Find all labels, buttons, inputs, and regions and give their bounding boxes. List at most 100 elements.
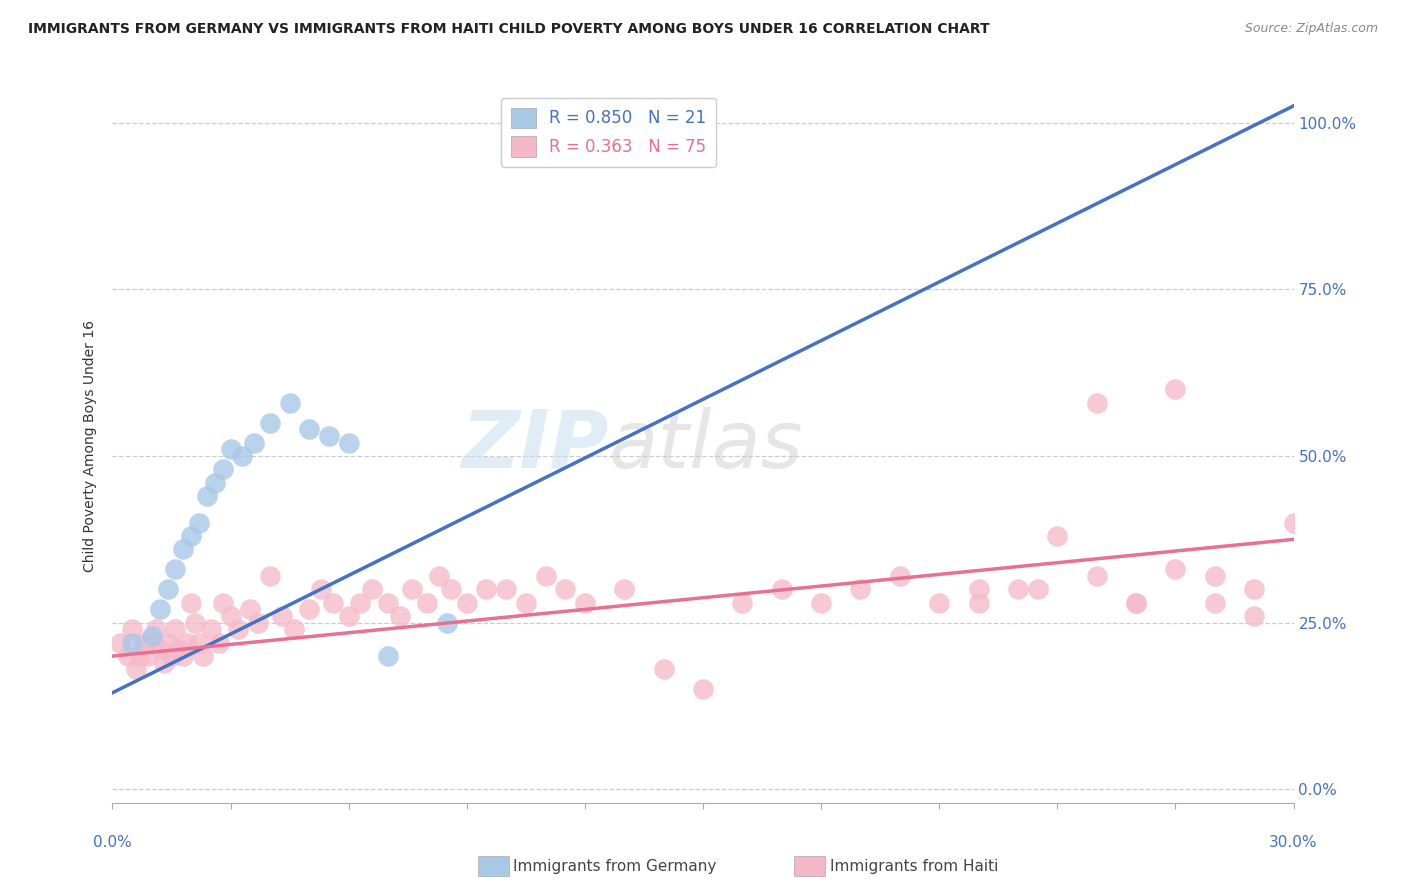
Point xyxy=(436,615,458,630)
Point xyxy=(322,596,344,610)
Point xyxy=(318,429,340,443)
Point xyxy=(692,682,714,697)
Point xyxy=(337,435,360,450)
Point xyxy=(129,649,152,664)
Point xyxy=(475,582,498,597)
Point xyxy=(810,596,832,610)
Point xyxy=(219,442,242,457)
Point xyxy=(361,582,384,597)
Point xyxy=(160,649,183,664)
Point xyxy=(278,395,301,409)
Point xyxy=(967,596,990,610)
Point xyxy=(1125,596,1147,610)
Point xyxy=(149,642,172,657)
Point xyxy=(152,656,174,670)
Point xyxy=(309,582,332,597)
Text: Immigrants from Haiti: Immigrants from Haiti xyxy=(830,859,998,873)
Point xyxy=(928,596,950,610)
Point xyxy=(1007,582,1029,597)
Point xyxy=(1085,569,1108,583)
Point xyxy=(176,636,198,650)
Point xyxy=(440,582,463,597)
Point xyxy=(141,636,163,650)
Point xyxy=(188,516,211,530)
Point xyxy=(731,596,754,610)
Point xyxy=(1164,382,1187,396)
Point xyxy=(1204,569,1226,583)
Point xyxy=(967,582,990,597)
Legend: R = 0.850   N = 21, R = 0.363   N = 75: R = 0.850 N = 21, R = 0.363 N = 75 xyxy=(501,97,716,167)
Point xyxy=(208,636,231,650)
Point xyxy=(180,596,202,610)
Point xyxy=(200,623,222,637)
Text: Immigrants from Germany: Immigrants from Germany xyxy=(513,859,717,873)
Point xyxy=(188,636,211,650)
Point xyxy=(377,649,399,664)
Point xyxy=(149,602,172,616)
Point xyxy=(427,569,450,583)
Point xyxy=(172,542,194,557)
Point xyxy=(136,649,159,664)
Point xyxy=(247,615,270,630)
Point xyxy=(377,596,399,610)
Text: Source: ZipAtlas.com: Source: ZipAtlas.com xyxy=(1244,22,1378,36)
Point xyxy=(1282,516,1305,530)
Point xyxy=(298,422,321,436)
Point xyxy=(889,569,911,583)
Text: ZIP: ZIP xyxy=(461,407,609,485)
Point xyxy=(1243,582,1265,597)
Point xyxy=(132,636,155,650)
Point xyxy=(298,602,321,616)
Point xyxy=(191,649,214,664)
Point xyxy=(652,662,675,676)
Point xyxy=(156,636,179,650)
Point xyxy=(165,623,187,637)
Point xyxy=(204,475,226,490)
Point xyxy=(283,623,305,637)
Point xyxy=(125,662,148,676)
Point xyxy=(849,582,872,597)
Point xyxy=(172,649,194,664)
Point xyxy=(388,609,411,624)
Point xyxy=(259,416,281,430)
Point xyxy=(349,596,371,610)
Point xyxy=(770,582,793,597)
Point xyxy=(416,596,439,610)
Text: 0.0%: 0.0% xyxy=(93,836,132,850)
Point xyxy=(121,636,143,650)
Point xyxy=(195,489,218,503)
Point xyxy=(117,649,139,664)
Point xyxy=(110,636,132,650)
Point xyxy=(141,629,163,643)
Point xyxy=(156,582,179,597)
Point xyxy=(1243,609,1265,624)
Point xyxy=(169,642,191,657)
Point xyxy=(259,569,281,583)
Point xyxy=(1026,582,1049,597)
Point xyxy=(1164,562,1187,576)
Text: IMMIGRANTS FROM GERMANY VS IMMIGRANTS FROM HAITI CHILD POVERTY AMONG BOYS UNDER : IMMIGRANTS FROM GERMANY VS IMMIGRANTS FR… xyxy=(28,22,990,37)
Text: atlas: atlas xyxy=(609,407,803,485)
Text: 30.0%: 30.0% xyxy=(1270,836,1317,850)
Point xyxy=(534,569,557,583)
Point xyxy=(211,462,233,476)
Point xyxy=(239,602,262,616)
Point xyxy=(401,582,423,597)
Point xyxy=(243,435,266,450)
Point xyxy=(515,596,537,610)
Y-axis label: Child Poverty Among Boys Under 16: Child Poverty Among Boys Under 16 xyxy=(83,320,97,572)
Point xyxy=(165,562,187,576)
Point xyxy=(574,596,596,610)
Point xyxy=(1125,596,1147,610)
Point xyxy=(270,609,292,624)
Point xyxy=(554,582,576,597)
Point xyxy=(337,609,360,624)
Point xyxy=(180,529,202,543)
Point xyxy=(1204,596,1226,610)
Point xyxy=(145,623,167,637)
Point xyxy=(219,609,242,624)
Point xyxy=(613,582,636,597)
Point xyxy=(456,596,478,610)
Point xyxy=(211,596,233,610)
Point xyxy=(231,449,253,463)
